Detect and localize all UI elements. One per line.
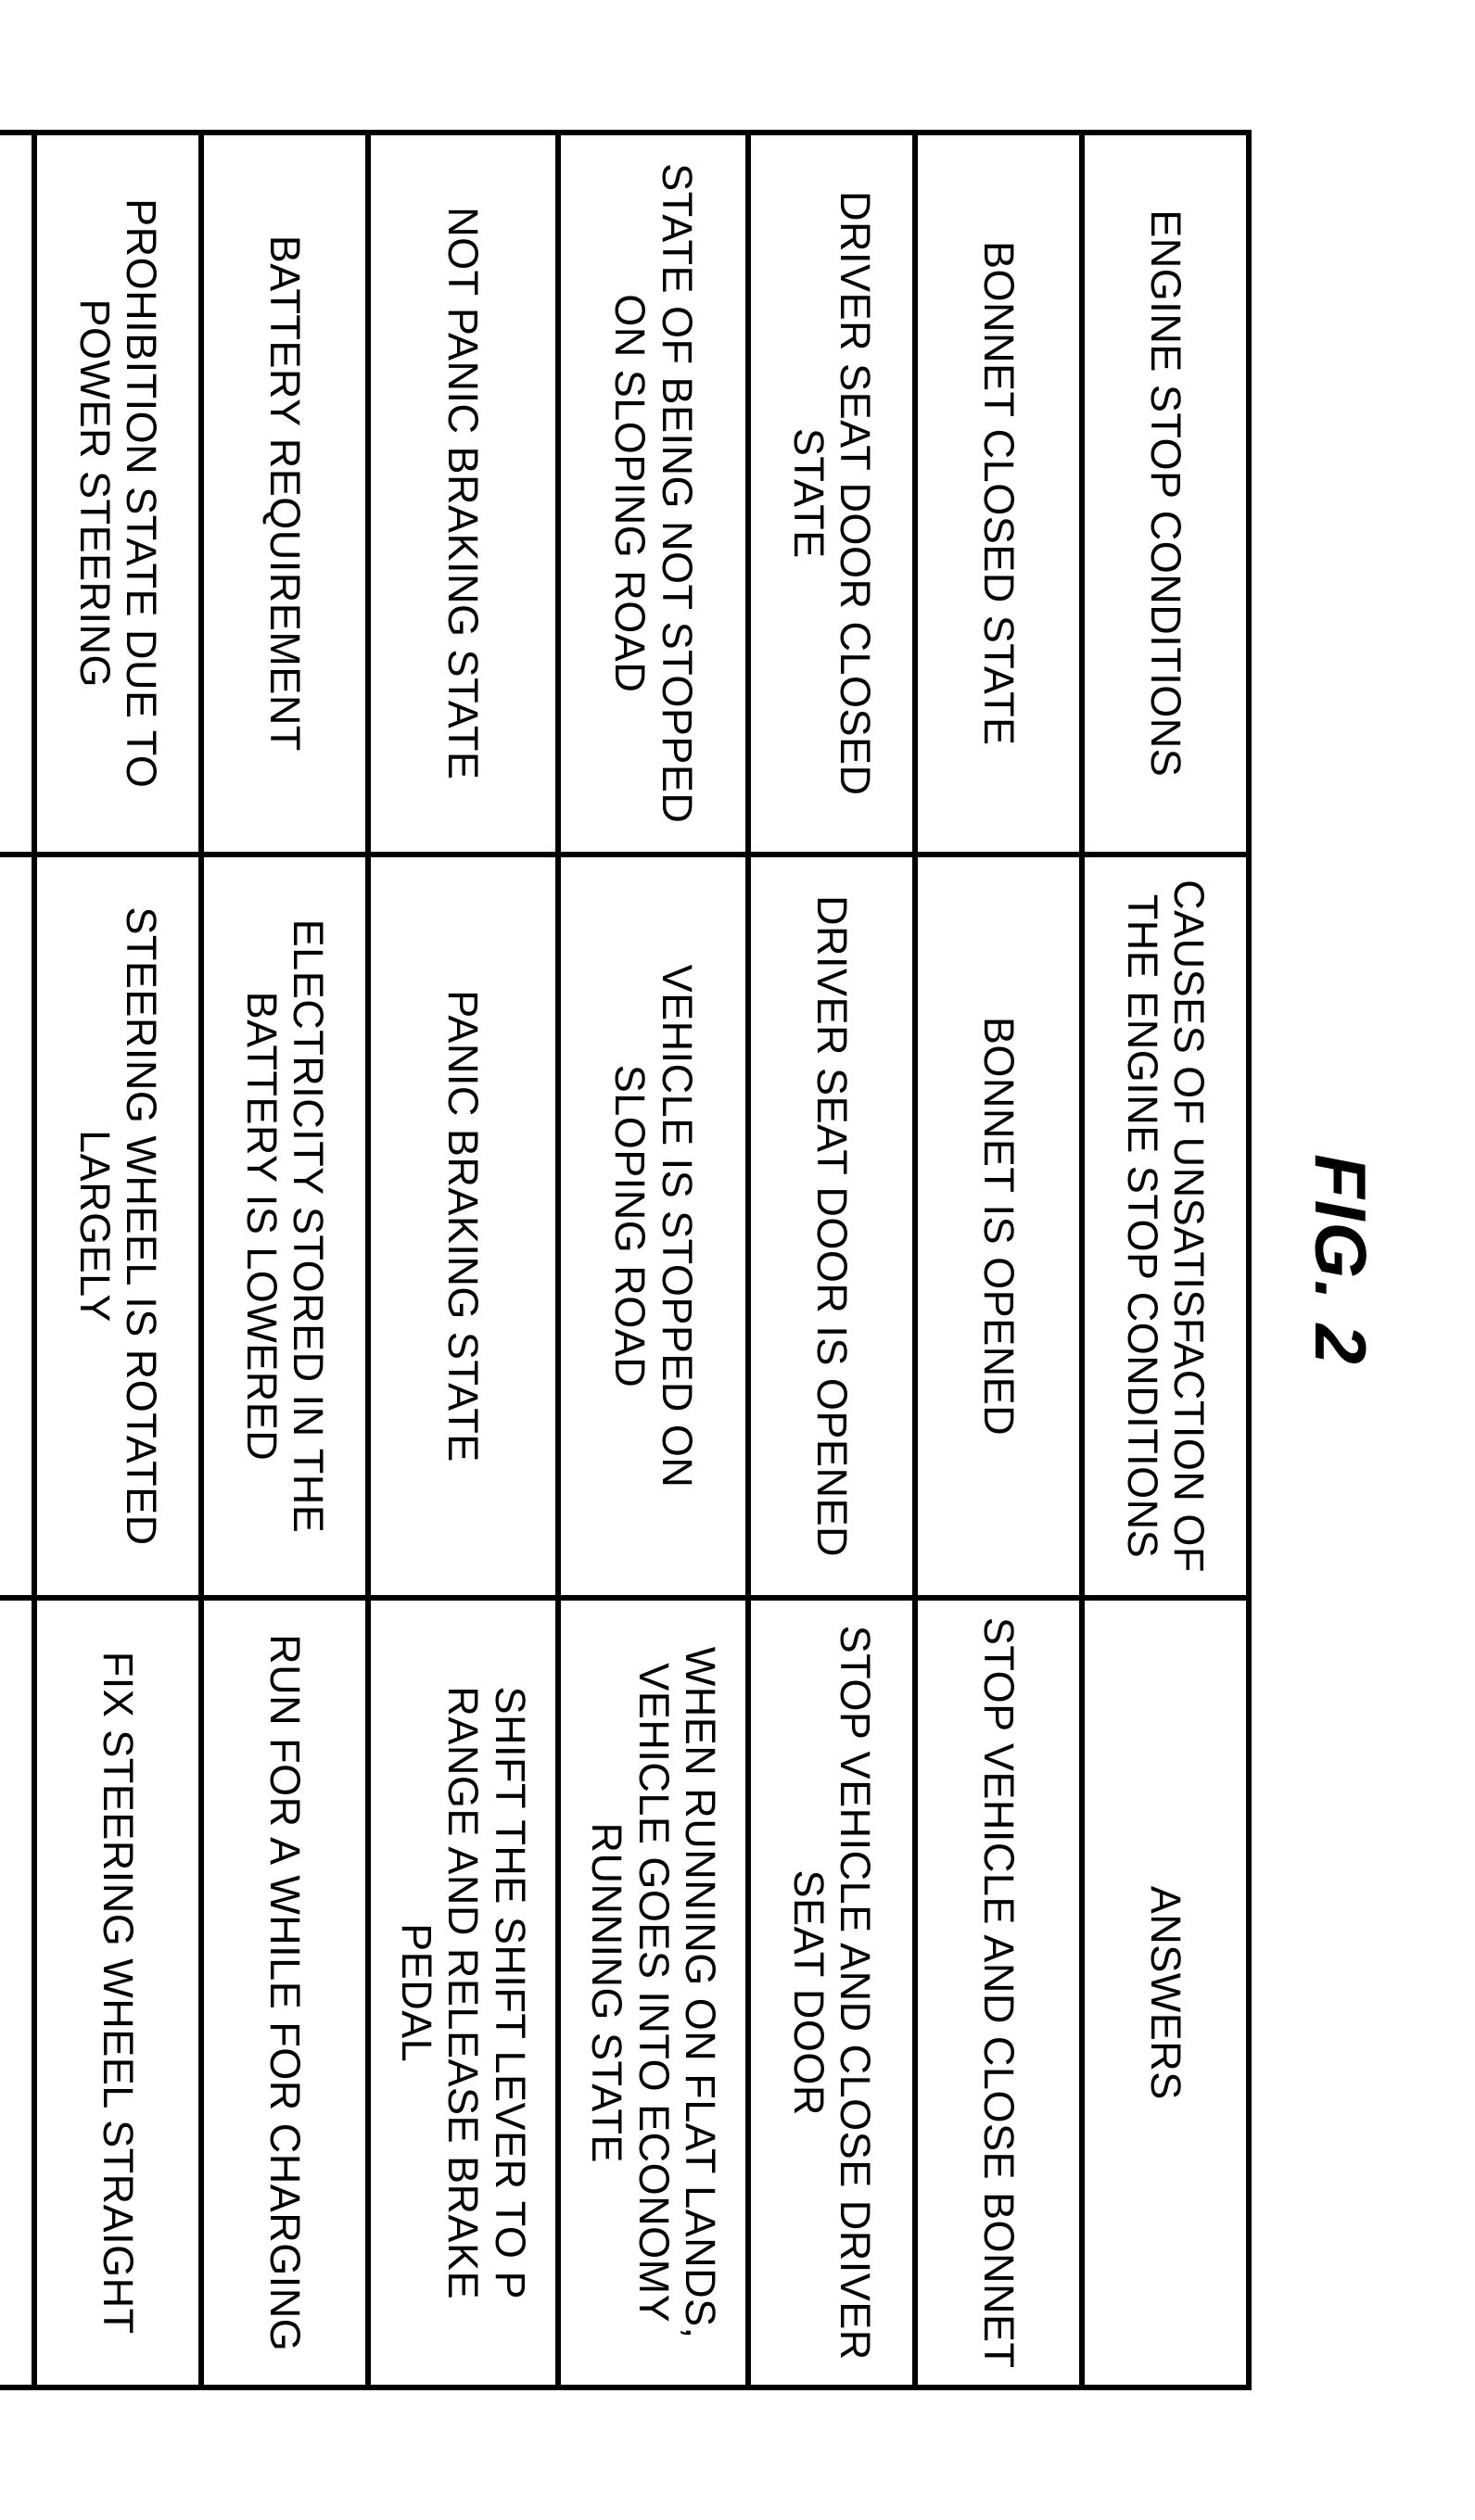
engine-stop-table: ENGINE STOP CONDITIONS CAUSES OF UNSATIS…: [0, 130, 1252, 2390]
col-header-causes: CAUSES OF UNSATISFACTION OF THE ENGINE S…: [1082, 855, 1249, 1599]
cell-cause: DRIVER SEAT DOOR IS OPENED: [748, 855, 915, 1599]
cell-answer: WHEN RUNNING ON FLAT LANDS, VEHICLE GOES…: [558, 1598, 748, 2387]
table-row: NOT PANIC BRAKING STATE PANIC BRAKING ST…: [368, 133, 558, 2387]
cell-answer: STOP VEHICLE AND CLOSE BONNET: [915, 1598, 1082, 2387]
cell-cause: BONNET IS OPENED: [915, 855, 1082, 1599]
cell-answer: STOP VEHICLE AND CLOSE DRIVER SEAT DOOR: [748, 1598, 915, 2387]
cell-condition: PROHIBITION STATE DUE TO POWER STEERING: [34, 133, 201, 855]
table-row: BONNET CLOSED STATE BONNET IS OPENED STO…: [915, 133, 1082, 2387]
table-wrap: ENGINE STOP CONDITIONS CAUSES OF UNSATIS…: [0, 130, 1252, 2390]
table-row: BATTERY REQUIREMENT ELECTRICITY STORED I…: [201, 133, 368, 2387]
table-header-row: ENGINE STOP CONDITIONS CAUSES OF UNSATIS…: [1082, 133, 1249, 2387]
cell-condition: NOT PANIC BRAKING STATE: [368, 133, 558, 855]
table-row: DRIVER SEAT DOOR CLOSED STATE DRIVER SEA…: [748, 133, 915, 2387]
page: FIG. 2 ENGINE STOP CONDITIONS CAUSES OF …: [0, 0, 1475, 2520]
cell-cause: PANIC BRAKING STATE: [368, 855, 558, 1599]
cell-condition: STATE OF BEING NOT STOPPED ON SLOPING RO…: [558, 133, 748, 855]
cell-condition: BONNET CLOSED STATE: [915, 133, 1082, 855]
cell-condition: DRIVER SEAT DOOR CLOSED STATE: [748, 133, 915, 855]
cell-cause: VEHICLE IS STOPPED ON SLOPING ROAD: [558, 855, 748, 1599]
cell-cause: STEERING WHEEL IS ROTATED LARGELY: [34, 855, 201, 1599]
table-row-blank: [0, 133, 34, 2387]
table-row: STATE OF BEING NOT STOPPED ON SLOPING RO…: [558, 133, 748, 2387]
figure-title: FIG. 2: [1298, 130, 1382, 2390]
cell-cause: ELECTRICITY STORED IN THE BATTERY IS LOW…: [201, 855, 368, 1599]
figure-content: FIG. 2 ENGINE STOP CONDITIONS CAUSES OF …: [0, 0, 1475, 2520]
empty-cell: [0, 133, 34, 855]
empty-cell: [0, 855, 34, 1599]
rotated-canvas: FIG. 2 ENGINE STOP CONDITIONS CAUSES OF …: [0, 0, 1475, 2520]
table-row: PROHIBITION STATE DUE TO POWER STEERING …: [34, 133, 201, 2387]
cell-answer: RUN FOR A WHILE FOR CHARGING: [201, 1598, 368, 2387]
cell-condition: BATTERY REQUIREMENT: [201, 133, 368, 855]
cell-answer: FIX STEERING WHEEL STRAIGHT: [34, 1598, 201, 2387]
col-header-conditions: ENGINE STOP CONDITIONS: [1082, 133, 1249, 855]
cell-answer: SHIFT THE SHIFT LEVER TO P RANGE AND REL…: [368, 1598, 558, 2387]
empty-cell: [0, 1598, 34, 2387]
col-header-answers: ANSWERS: [1082, 1598, 1249, 2387]
